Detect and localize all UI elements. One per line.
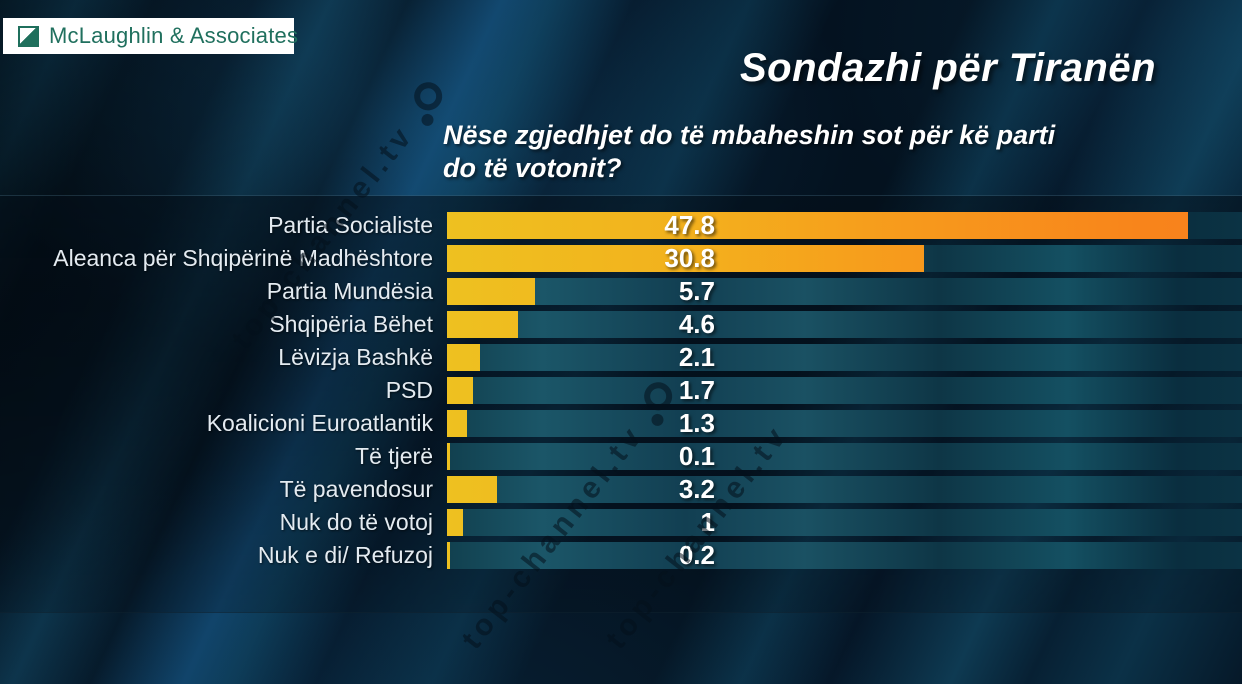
- bar-row: Partia Socialiste 47.8: [0, 212, 1242, 239]
- bar-track: 0.1: [447, 443, 1242, 470]
- mclaughlin-logo: McLaughlin & Associates: [3, 18, 298, 54]
- bar-fill: [447, 377, 473, 404]
- mclaughlin-logo-mark-icon: [18, 25, 39, 47]
- bar-track: 1.3: [447, 410, 1242, 437]
- bar-track: 30.8: [447, 245, 1242, 272]
- bar-row: Shqipëria Bëhet 4.6: [0, 311, 1242, 338]
- bar-track: 0.2: [447, 542, 1242, 569]
- bar-track: 3.2: [447, 476, 1242, 503]
- bar-label: Shqipëria Bëhet: [269, 311, 433, 337]
- bar-row: Partia Mundësia 5.7: [0, 278, 1242, 305]
- bar-row: Nuk e di/ Refuzoj 0.2: [0, 542, 1242, 569]
- bar-value: 1: [700, 507, 715, 537]
- bar-label: Partia Socialiste: [268, 212, 433, 238]
- bar-fill: [447, 443, 450, 470]
- bar-label: Të tjerë: [355, 443, 433, 469]
- bar-label: PSD: [385, 377, 433, 403]
- bar-row: Të pavendosur 3.2: [0, 476, 1242, 503]
- bar-value: 47.8: [664, 210, 715, 240]
- bar-track: 47.8: [447, 212, 1242, 239]
- bar-row: PSD 1.7: [0, 377, 1242, 404]
- bar-fill: [447, 278, 535, 305]
- bar-row: Aleanca për Shqipërinë Madhështore 30.8: [0, 245, 1242, 272]
- bar-fill: [447, 212, 1188, 239]
- bar-value: 1.7: [678, 375, 715, 405]
- bar-value: 3.2: [678, 474, 715, 504]
- poll-question: Nëse zgjedhjet do të mbaheshin sot për k…: [443, 119, 1173, 185]
- bar-label: Partia Mundësia: [266, 278, 433, 304]
- bar-value: 4.6: [678, 309, 715, 339]
- bar-fill: [447, 344, 480, 371]
- bar-track: 2.1: [447, 344, 1242, 371]
- bar-fill: [447, 476, 497, 503]
- mclaughlin-logo-text: McLaughlin & Associates: [49, 23, 299, 48]
- bar-value: 30.8: [664, 243, 715, 273]
- bar-track: 1: [447, 509, 1242, 536]
- bar-value: 1.3: [678, 408, 715, 438]
- bar-value: 2.1: [678, 342, 715, 372]
- bar-row: Koalicioni Euroatlantik 1.3: [0, 410, 1242, 437]
- bar-value: 5.7: [678, 276, 715, 306]
- bar-fill: [447, 410, 467, 437]
- bar-row: Të tjerë 0.1: [0, 443, 1242, 470]
- bar-row: Nuk do të votoj 1: [0, 509, 1242, 536]
- bar-fill: [447, 245, 924, 272]
- bar-track: 5.7: [447, 278, 1242, 305]
- bar-fill: [447, 509, 463, 536]
- bar-label: Koalicioni Euroatlantik: [206, 410, 433, 436]
- bar-value: 0.1: [678, 441, 715, 471]
- bar-label: Aleanca për Shqipërinë Madhështore: [53, 245, 433, 271]
- bar-fill: [447, 542, 450, 569]
- bar-track: 4.6: [447, 311, 1242, 338]
- bar-fill: [447, 311, 518, 338]
- bar-track: 1.7: [447, 377, 1242, 404]
- bar-row: Lëvizja Bashkë 2.1: [0, 344, 1242, 371]
- bar-value: 0.2: [678, 540, 715, 570]
- bar-label: Nuk e di/ Refuzoj: [257, 542, 433, 568]
- bar-label: Nuk do të votoj: [279, 509, 433, 535]
- poll-question-line1: Nëse zgjedhjet do të mbaheshin sot për k…: [443, 120, 1056, 150]
- poll-question-line2: do të votonit?: [443, 153, 622, 184]
- bar-label: Të pavendosur: [279, 476, 433, 502]
- bar-label: Lëvizja Bashkë: [278, 344, 433, 370]
- page-title: Sondazhi për Tiranën: [740, 46, 1156, 90]
- bar-chart: Partia Socialiste 47.8 Aleanca për Shqip…: [0, 212, 1242, 575]
